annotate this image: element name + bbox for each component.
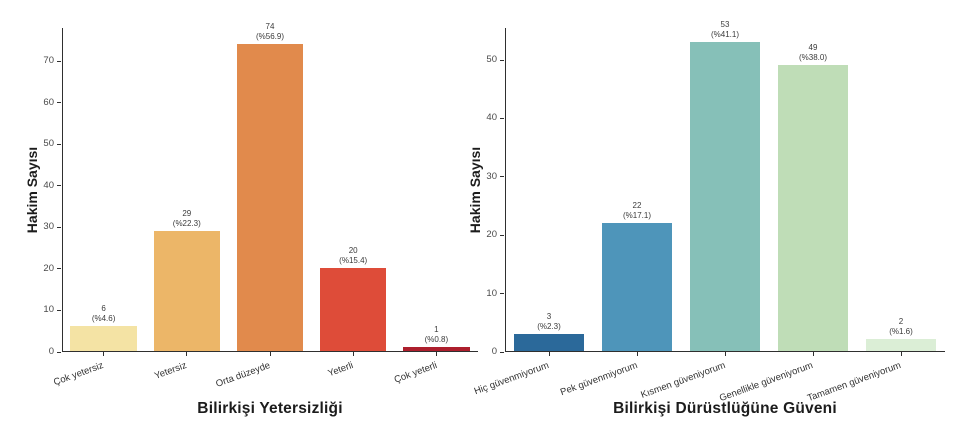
bar-count: 29: [182, 208, 192, 218]
bar: [70, 326, 137, 351]
y-tick-label: 0: [491, 346, 497, 357]
bar: [153, 230, 221, 351]
x-tick-mark: [724, 352, 726, 356]
bar-value-label: 1 (%0.8): [386, 325, 486, 345]
bar-percent: (%15.4): [339, 255, 368, 265]
y-tick-label: 50: [486, 54, 497, 66]
bar-percent: (%1.6): [889, 327, 913, 337]
y-tick-label: 60: [43, 96, 54, 108]
x-axis-title: Bilirkişi Yetersizliği: [197, 400, 343, 417]
y-tick-mark: [500, 234, 504, 236]
bar-percent: (%22.3): [172, 218, 201, 228]
y-tick-mark: [57, 60, 61, 62]
bar-value-label: 29 (%22.3): [137, 209, 237, 229]
y-tick-mark: [500, 59, 504, 61]
y-tick-mark: [57, 185, 61, 187]
x-tick-mark: [900, 352, 902, 356]
bar-percent: (%2.3): [537, 321, 561, 331]
bar-count: 20: [348, 245, 358, 255]
bar-percent: (%17.1): [622, 210, 651, 220]
x-tick-label: Pek güvenmiyorum: [558, 360, 639, 399]
x-tick-mark: [435, 352, 437, 356]
bar-count: 49: [808, 42, 818, 52]
bar-count: 1: [434, 324, 439, 334]
bar-count: 53: [720, 19, 730, 29]
bar-value-label: 3 (%2.3): [499, 312, 599, 332]
y-tick-label: 30: [486, 170, 497, 182]
y-tick-label: 50: [43, 138, 54, 150]
y-tick-label: 20: [43, 262, 54, 274]
x-tick-mark: [269, 352, 271, 356]
chart-bilirkisi-yetersizligi: Hakim Sayısı Bilirkişi Yetersizliği 0 10 2…: [24, 22, 478, 417]
y-tick-label: 70: [43, 55, 54, 67]
y-tick-mark: [57, 351, 61, 353]
bar-value-label: 53 (%41.1): [675, 20, 775, 40]
y-tick-mark: [57, 102, 61, 104]
y-tick-mark: [57, 226, 61, 228]
bar: [777, 64, 849, 351]
x-tick-label: Çok yeterli: [392, 360, 439, 386]
y-tick-mark: [57, 143, 61, 145]
y-tick-label: 20: [486, 229, 497, 241]
x-tick-mark: [548, 352, 550, 356]
bar: [865, 339, 937, 351]
x-tick-label: Tamamen güveniyorum: [806, 360, 903, 405]
bar-value-label: 49 (%38.0): [763, 43, 863, 63]
x-tick-mark: [636, 352, 638, 356]
plot-area: [62, 28, 478, 352]
bar: [689, 41, 761, 351]
bar-count: 22: [632, 200, 642, 210]
x-tick-label: Kısmen güveniyorum: [639, 360, 727, 401]
bar: [403, 346, 470, 351]
bar-percent: (%4.6): [91, 314, 116, 324]
bar-value-label: 20 (%15.4): [303, 246, 403, 266]
x-tick-label: Çok yetersiz: [52, 360, 106, 389]
y-tick-mark: [500, 176, 504, 178]
bar-count: 74: [265, 21, 275, 31]
y-tick-label: 10: [43, 304, 54, 316]
bar-value-label: 74 (%56.9): [220, 22, 320, 42]
x-tick-label: Yetersiz: [153, 360, 189, 382]
bar: [319, 267, 387, 351]
bar-value-label: 2 (%1.6): [851, 317, 951, 337]
plot-area: [505, 28, 945, 352]
x-tick-mark: [186, 352, 188, 356]
y-tick-label: 0: [48, 346, 54, 357]
bar: [236, 43, 304, 351]
x-tick-mark: [103, 352, 105, 356]
y-tick-label: 30: [43, 221, 54, 233]
x-tick-label: Hiç güvenmiyorum: [473, 360, 551, 398]
bar-count: 3: [546, 311, 552, 321]
bar-percent: (%38.0): [798, 52, 827, 62]
bar-value-label: 6 (%4.6): [54, 304, 154, 324]
y-tick-mark: [500, 293, 504, 295]
x-tick-label: Genellikle güveniyorum: [718, 360, 815, 405]
bar-count: 2: [898, 317, 904, 327]
y-tick-mark: [57, 268, 61, 270]
bar-percent: (%41.1): [710, 29, 739, 39]
chart-bilirkisi-durustlugune-guveni: Hakim Sayısı Bilirkişi Dürüstlüğüne Güve…: [467, 20, 945, 417]
bar-percent: (%0.8): [424, 334, 449, 344]
x-tick-mark: [352, 352, 354, 356]
bar-count: 6: [101, 304, 106, 314]
y-axis-label: Hakim Sayısı: [467, 146, 483, 234]
y-tick-mark: [500, 351, 504, 353]
bar: [513, 333, 585, 351]
bar: [601, 222, 673, 351]
y-tick-label: 40: [43, 179, 54, 191]
bar-percent: (%56.9): [255, 31, 284, 41]
y-tick-label: 10: [486, 287, 497, 299]
x-axis-title: Bilirkişi Dürüstlüğüne Güveni: [613, 400, 837, 417]
y-tick-label: 40: [486, 112, 497, 124]
x-tick-label: Yeterli: [326, 360, 355, 380]
bar-value-label: 22 (%17.1): [587, 201, 687, 221]
x-tick-label: Orta düzeyde: [214, 360, 272, 390]
y-tick-mark: [500, 117, 504, 119]
y-tick-mark: [57, 309, 61, 311]
x-tick-mark: [812, 352, 814, 356]
